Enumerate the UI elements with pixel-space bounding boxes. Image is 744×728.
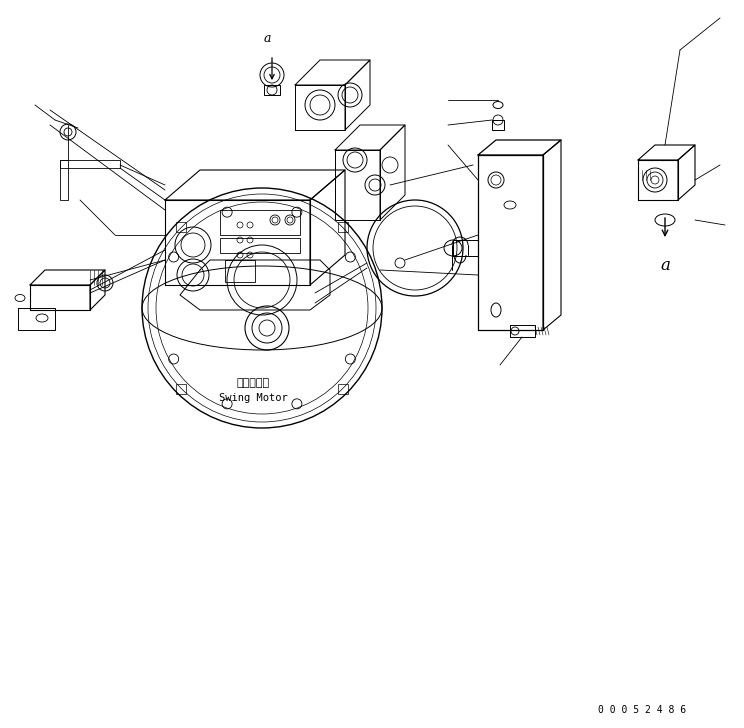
Bar [176,384,186,395]
Bar [264,85,280,95]
Bar [176,222,186,232]
Bar [492,120,504,130]
Bar [339,222,348,232]
Text: a: a [660,257,670,274]
Bar [225,260,255,282]
Bar [60,160,68,200]
Bar [220,238,300,253]
Bar [339,384,348,395]
Text: 旋回モータ: 旋回モータ [237,378,269,388]
Text: a: a [263,32,271,45]
Text: 0 0 0 5 2 4 8 6: 0 0 0 5 2 4 8 6 [598,705,686,715]
Bar [60,160,120,168]
Bar [453,240,478,256]
Text: Swing Motor: Swing Motor [219,393,287,403]
Bar [220,210,300,235]
